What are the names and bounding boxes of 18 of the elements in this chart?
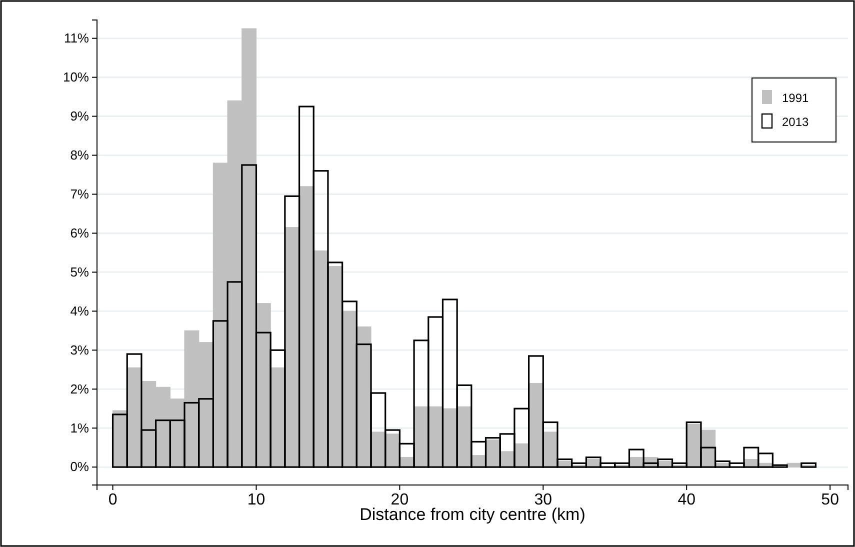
y-tick-label: 7% bbox=[70, 186, 90, 202]
y-tick-label: 0% bbox=[70, 459, 90, 474]
y-tick-label: 9% bbox=[70, 108, 90, 124]
y-tick-label: 5% bbox=[70, 264, 90, 280]
legend-label: 1991 bbox=[782, 91, 810, 105]
x-tick-label: 10 bbox=[247, 491, 266, 508]
y-tick-label: 10% bbox=[62, 69, 90, 84]
y-tick-label: 4% bbox=[70, 303, 90, 318]
y-tick-label: 3% bbox=[70, 342, 90, 358]
y-tick-label: 6% bbox=[70, 225, 90, 240]
y-tick-label: 11% bbox=[64, 30, 90, 46]
x-tick-label: 0 bbox=[108, 491, 118, 508]
legend-label: 2013 bbox=[782, 115, 810, 129]
y-tick-label: 8% bbox=[70, 147, 90, 162]
y-tick-label: 1% bbox=[70, 420, 90, 436]
x-tick-label: 50 bbox=[821, 491, 840, 508]
y-tick-label: 2% bbox=[70, 381, 90, 396]
x-tick-label: 40 bbox=[678, 491, 696, 508]
